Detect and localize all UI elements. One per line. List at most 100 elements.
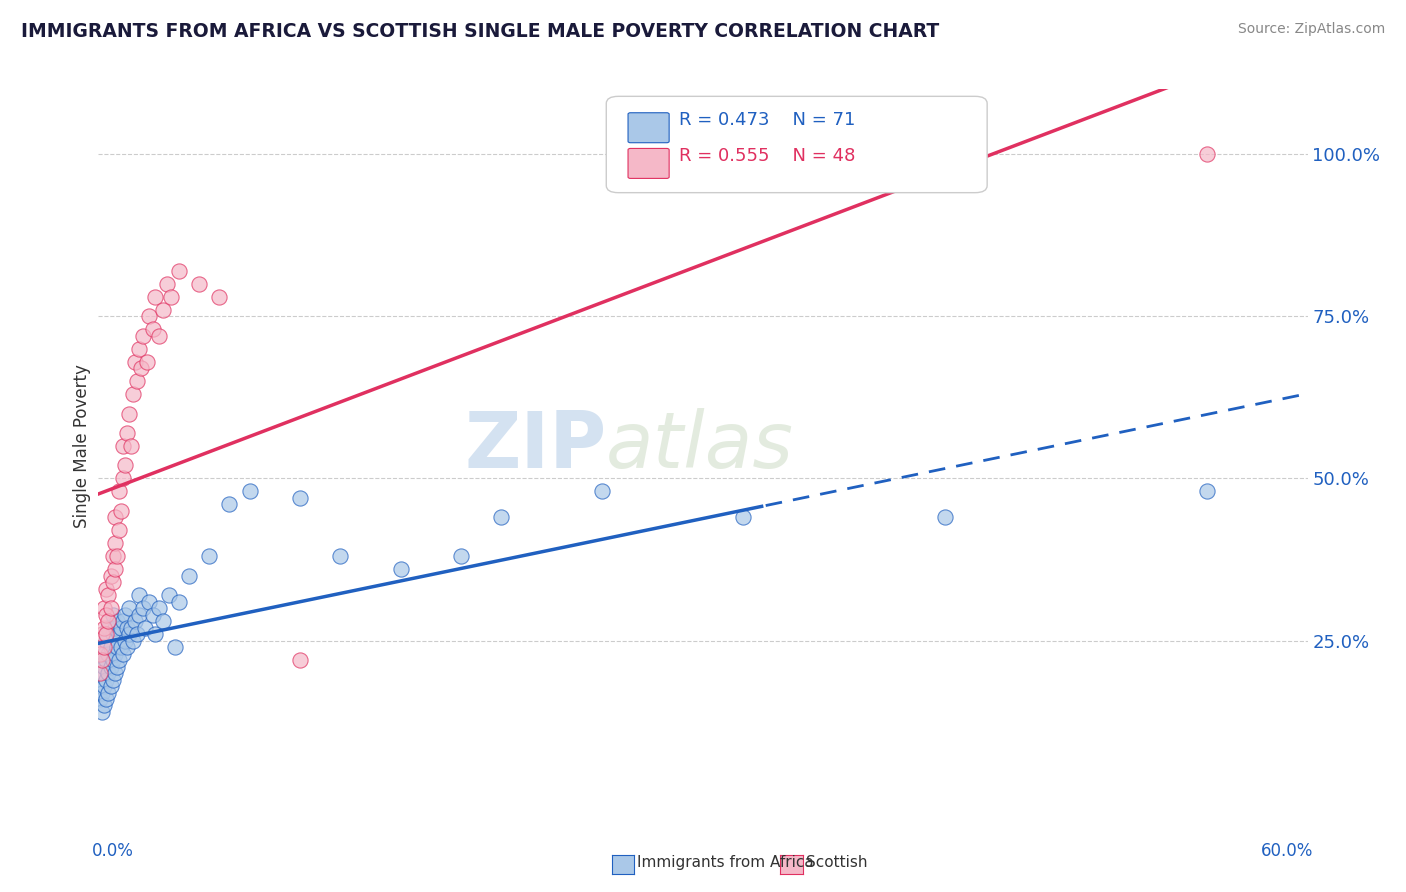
- Point: [120, 621, 142, 635]
- Text: R = 0.555    N = 48: R = 0.555 N = 48: [679, 147, 855, 165]
- Point: [89, 692, 111, 706]
- Point: [105, 640, 128, 654]
- Point: [107, 653, 129, 667]
- Point: [121, 633, 143, 648]
- Point: [1195, 484, 1218, 499]
- Point: [218, 497, 240, 511]
- Point: [329, 549, 352, 564]
- Point: [101, 607, 124, 622]
- Point: [96, 627, 118, 641]
- Text: IMMIGRANTS FROM AFRICA VS SCOTTISH SINGLE MALE POVERTY CORRELATION CHART: IMMIGRANTS FROM AFRICA VS SCOTTISH SINGL…: [21, 22, 939, 41]
- Y-axis label: Single Male Poverty: Single Male Poverty: [73, 364, 91, 528]
- Point: [152, 614, 174, 628]
- Text: 0.0%: 0.0%: [93, 842, 134, 860]
- Point: [89, 647, 111, 661]
- Text: 60.0%: 60.0%: [1261, 842, 1313, 860]
- Point: [103, 621, 125, 635]
- Point: [110, 504, 132, 518]
- Point: [591, 484, 613, 499]
- Point: [110, 621, 132, 635]
- Point: [121, 387, 143, 401]
- Point: [167, 595, 190, 609]
- Point: [114, 458, 136, 473]
- Point: [97, 685, 120, 699]
- Point: [135, 354, 157, 368]
- Point: [143, 290, 166, 304]
- Text: Source: ZipAtlas.com: Source: ZipAtlas.com: [1237, 22, 1385, 37]
- Point: [96, 607, 118, 622]
- Point: [93, 698, 115, 713]
- Point: [156, 277, 179, 291]
- Point: [103, 510, 125, 524]
- Point: [110, 640, 132, 654]
- Point: [93, 679, 115, 693]
- Point: [96, 582, 118, 596]
- Point: [100, 601, 122, 615]
- Point: [1195, 147, 1218, 161]
- Point: [96, 692, 118, 706]
- Point: [111, 647, 134, 661]
- Text: Immigrants from Africa: Immigrants from Africa: [637, 855, 814, 870]
- Point: [450, 549, 472, 564]
- Point: [733, 510, 755, 524]
- Point: [91, 705, 114, 719]
- Point: [89, 679, 111, 693]
- Point: [138, 595, 160, 609]
- Point: [111, 614, 134, 628]
- Point: [91, 666, 114, 681]
- Point: [114, 633, 136, 648]
- Point: [97, 647, 120, 661]
- Point: [134, 621, 156, 635]
- Point: [103, 647, 125, 661]
- Point: [208, 290, 231, 304]
- Point: [125, 627, 148, 641]
- Point: [101, 627, 124, 641]
- Point: [105, 549, 128, 564]
- Point: [105, 614, 128, 628]
- Point: [107, 484, 129, 499]
- Point: [93, 659, 115, 673]
- Point: [101, 549, 124, 564]
- Point: [101, 673, 124, 687]
- Point: [114, 607, 136, 622]
- Point: [97, 588, 120, 602]
- Point: [118, 627, 141, 641]
- Point: [148, 328, 170, 343]
- Point: [188, 277, 211, 291]
- Point: [100, 679, 122, 693]
- Point: [138, 310, 160, 324]
- Point: [97, 614, 120, 628]
- Point: [96, 673, 118, 687]
- Point: [142, 607, 165, 622]
- Point: [101, 575, 124, 590]
- Point: [111, 439, 134, 453]
- Point: [132, 601, 155, 615]
- Point: [142, 322, 165, 336]
- Point: [96, 633, 118, 648]
- Point: [105, 659, 128, 673]
- FancyBboxPatch shape: [628, 148, 669, 178]
- Point: [124, 614, 146, 628]
- Point: [128, 588, 150, 602]
- Point: [91, 685, 114, 699]
- Point: [101, 653, 124, 667]
- Point: [93, 647, 115, 661]
- Text: ZIP: ZIP: [464, 408, 606, 484]
- Point: [288, 653, 311, 667]
- Point: [93, 601, 115, 615]
- Point: [118, 407, 141, 421]
- Point: [97, 666, 120, 681]
- FancyBboxPatch shape: [606, 96, 987, 193]
- Point: [97, 621, 120, 635]
- Point: [107, 524, 129, 538]
- Point: [103, 666, 125, 681]
- Point: [100, 640, 122, 654]
- Point: [124, 354, 146, 368]
- Point: [491, 510, 513, 524]
- Point: [100, 568, 122, 582]
- Point: [125, 374, 148, 388]
- Point: [128, 342, 150, 356]
- Point: [239, 484, 262, 499]
- Point: [111, 471, 134, 485]
- Point: [389, 562, 412, 576]
